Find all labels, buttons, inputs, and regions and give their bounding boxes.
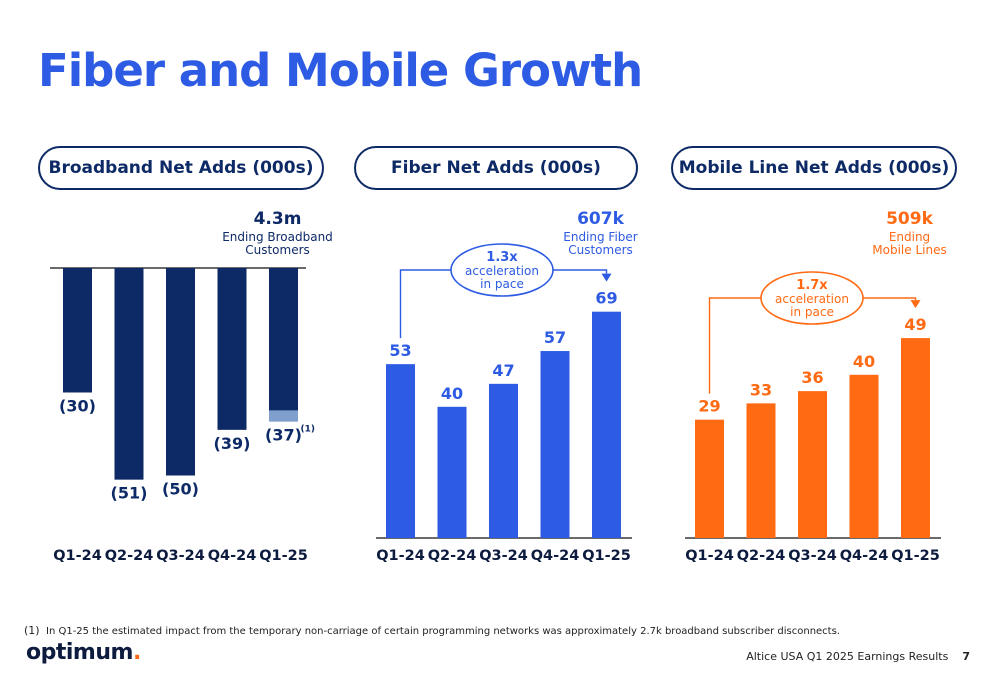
broadband-callout-text-1: Customers bbox=[245, 243, 310, 257]
fiber-acceleration-label-2: in pace bbox=[480, 277, 524, 291]
broadband-bar-Q1-24 bbox=[63, 268, 92, 393]
broadband-callout-text-0: Ending Broadband bbox=[222, 230, 333, 244]
mobile-value-label-Q2-24: 33 bbox=[750, 380, 772, 399]
mobile-bar-Q2-24 bbox=[746, 403, 776, 538]
fiber-acceleration-value: 1.3x bbox=[486, 250, 518, 265]
fiber-value-label-Q4-24: 57 bbox=[544, 328, 566, 347]
broadband-tick-label-Q4-24: Q4-24 bbox=[208, 548, 257, 564]
broadband-tick-label-Q2-24: Q2-24 bbox=[105, 548, 154, 564]
fiber-arrowhead bbox=[601, 273, 612, 282]
fiber-value-label-Q1-24: 53 bbox=[389, 341, 411, 360]
mobile-callout-text-1: Mobile Lines bbox=[872, 243, 946, 257]
broadband-value-label-Q3-24: (50) bbox=[162, 480, 199, 499]
broadband-bar-Q4-24 bbox=[217, 268, 247, 430]
fiber-acceleration-bubble bbox=[450, 243, 554, 297]
fiber-value-label-Q2-24: 40 bbox=[441, 384, 463, 403]
fiber-callout-value: 607k bbox=[577, 209, 624, 229]
mobile-bar-Q1-25 bbox=[901, 338, 930, 538]
mobile-acceleration-value: 1.7x bbox=[796, 278, 828, 293]
fiber-callout-text-1: Customers bbox=[568, 243, 633, 257]
mobile-value-label-Q3-24: 36 bbox=[801, 368, 823, 387]
page-title: Fiber and Mobile Growth bbox=[38, 44, 643, 97]
broadband-impact-segment bbox=[269, 410, 298, 422]
footer-text: Altice USA Q1 2025 Earnings Results bbox=[746, 650, 949, 663]
mobile-callout-text-0: Ending bbox=[889, 230, 930, 244]
mobile-acceleration-label-2: in pace bbox=[790, 305, 834, 319]
mobile-value-label-Q1-25: 49 bbox=[904, 315, 926, 334]
fiber-tick-label-Q4-24: Q4-24 bbox=[531, 548, 580, 564]
mobile-arrowhead bbox=[910, 300, 921, 309]
optimum-logo: optimum. bbox=[26, 640, 141, 665]
mobile-tick-label-Q1-25: Q1-25 bbox=[891, 548, 940, 564]
fiber-value-label-Q3-24: 47 bbox=[492, 361, 514, 380]
footnote: (1) In Q1-25 the estimated impact from th… bbox=[24, 624, 840, 637]
fiber-bar-Q1-24 bbox=[386, 364, 415, 538]
mobile-bar-Q4-24 bbox=[849, 374, 879, 538]
page-number: 7 bbox=[962, 650, 970, 663]
fiber-value-label-Q1-25: 69 bbox=[595, 289, 617, 308]
mobile-connector-right bbox=[863, 297, 917, 301]
footnote-marker: (1) bbox=[24, 624, 40, 637]
broadband-bar-Q2-24 bbox=[114, 268, 144, 480]
broadband-value-label-Q1-25: (37) bbox=[265, 426, 302, 445]
fiber-callout-text-0: Ending Fiber bbox=[563, 230, 638, 244]
broadband-value-label-Q4-24: (39) bbox=[214, 434, 251, 453]
broadband-impact-marker: (1) bbox=[301, 425, 316, 435]
logo-text: optimum bbox=[26, 640, 133, 665]
fiber-acceleration-label-1: acceleration bbox=[465, 264, 539, 278]
logo-dot: . bbox=[132, 640, 141, 665]
mobile-acceleration-label-1: acceleration bbox=[775, 292, 849, 306]
broadband-chart-title: Broadband Net Adds (000s) bbox=[38, 146, 324, 190]
mobile-value-label-Q1-24: 29 bbox=[698, 397, 720, 416]
fiber-bar-Q1-25 bbox=[592, 311, 621, 538]
fiber-connector-right bbox=[553, 269, 608, 274]
fiber-tick-label-Q3-24: Q3-24 bbox=[479, 548, 528, 564]
broadband-value-label-Q1-24: (30) bbox=[59, 397, 96, 416]
footnote-text: In Q1-25 the estimated impact from the t… bbox=[46, 626, 840, 637]
broadband-tick-label-Q1-25: Q1-25 bbox=[259, 548, 308, 564]
fiber-tick-label-Q1-25: Q1-25 bbox=[582, 548, 631, 564]
footer: Altice USA Q1 2025 Earnings Results 7 bbox=[746, 650, 970, 663]
mobile-tick-label-Q2-24: Q2-24 bbox=[737, 548, 786, 564]
mobile-tick-label-Q3-24: Q3-24 bbox=[788, 548, 837, 564]
mobile-chart-title: Mobile Line Net Adds (000s) bbox=[671, 146, 957, 190]
broadband-tick-label-Q3-24: Q3-24 bbox=[156, 548, 205, 564]
fiber-connector-left bbox=[399, 269, 451, 339]
mobile-connector-left bbox=[708, 297, 761, 394]
mobile-value-label-Q4-24: 40 bbox=[853, 352, 875, 371]
broadband-tick-label-Q1-24: Q1-24 bbox=[53, 548, 102, 564]
fiber-bar-Q4-24 bbox=[540, 351, 570, 538]
fiber-bar-Q3-24 bbox=[489, 383, 518, 538]
mobile-bar-Q1-24 bbox=[695, 419, 724, 538]
mobile-callout-value: 509k bbox=[886, 209, 933, 229]
broadband-bar-Q3-24 bbox=[166, 268, 195, 476]
mobile-tick-label-Q4-24: Q4-24 bbox=[840, 548, 889, 564]
broadband-bar-Q1-25 bbox=[269, 268, 298, 422]
fiber-tick-label-Q2-24: Q2-24 bbox=[428, 548, 477, 564]
mobile-acceleration-bubble bbox=[760, 271, 864, 325]
fiber-chart-title: Fiber Net Adds (000s) bbox=[354, 146, 638, 190]
fiber-bar-Q2-24 bbox=[437, 406, 467, 538]
mobile-tick-label-Q1-24: Q1-24 bbox=[685, 548, 734, 564]
fiber-tick-label-Q1-24: Q1-24 bbox=[376, 548, 425, 564]
broadband-value-label-Q2-24: (51) bbox=[111, 484, 148, 503]
broadband-callout-value: 4.3m bbox=[254, 209, 302, 229]
mobile-bar-Q3-24 bbox=[798, 391, 827, 538]
